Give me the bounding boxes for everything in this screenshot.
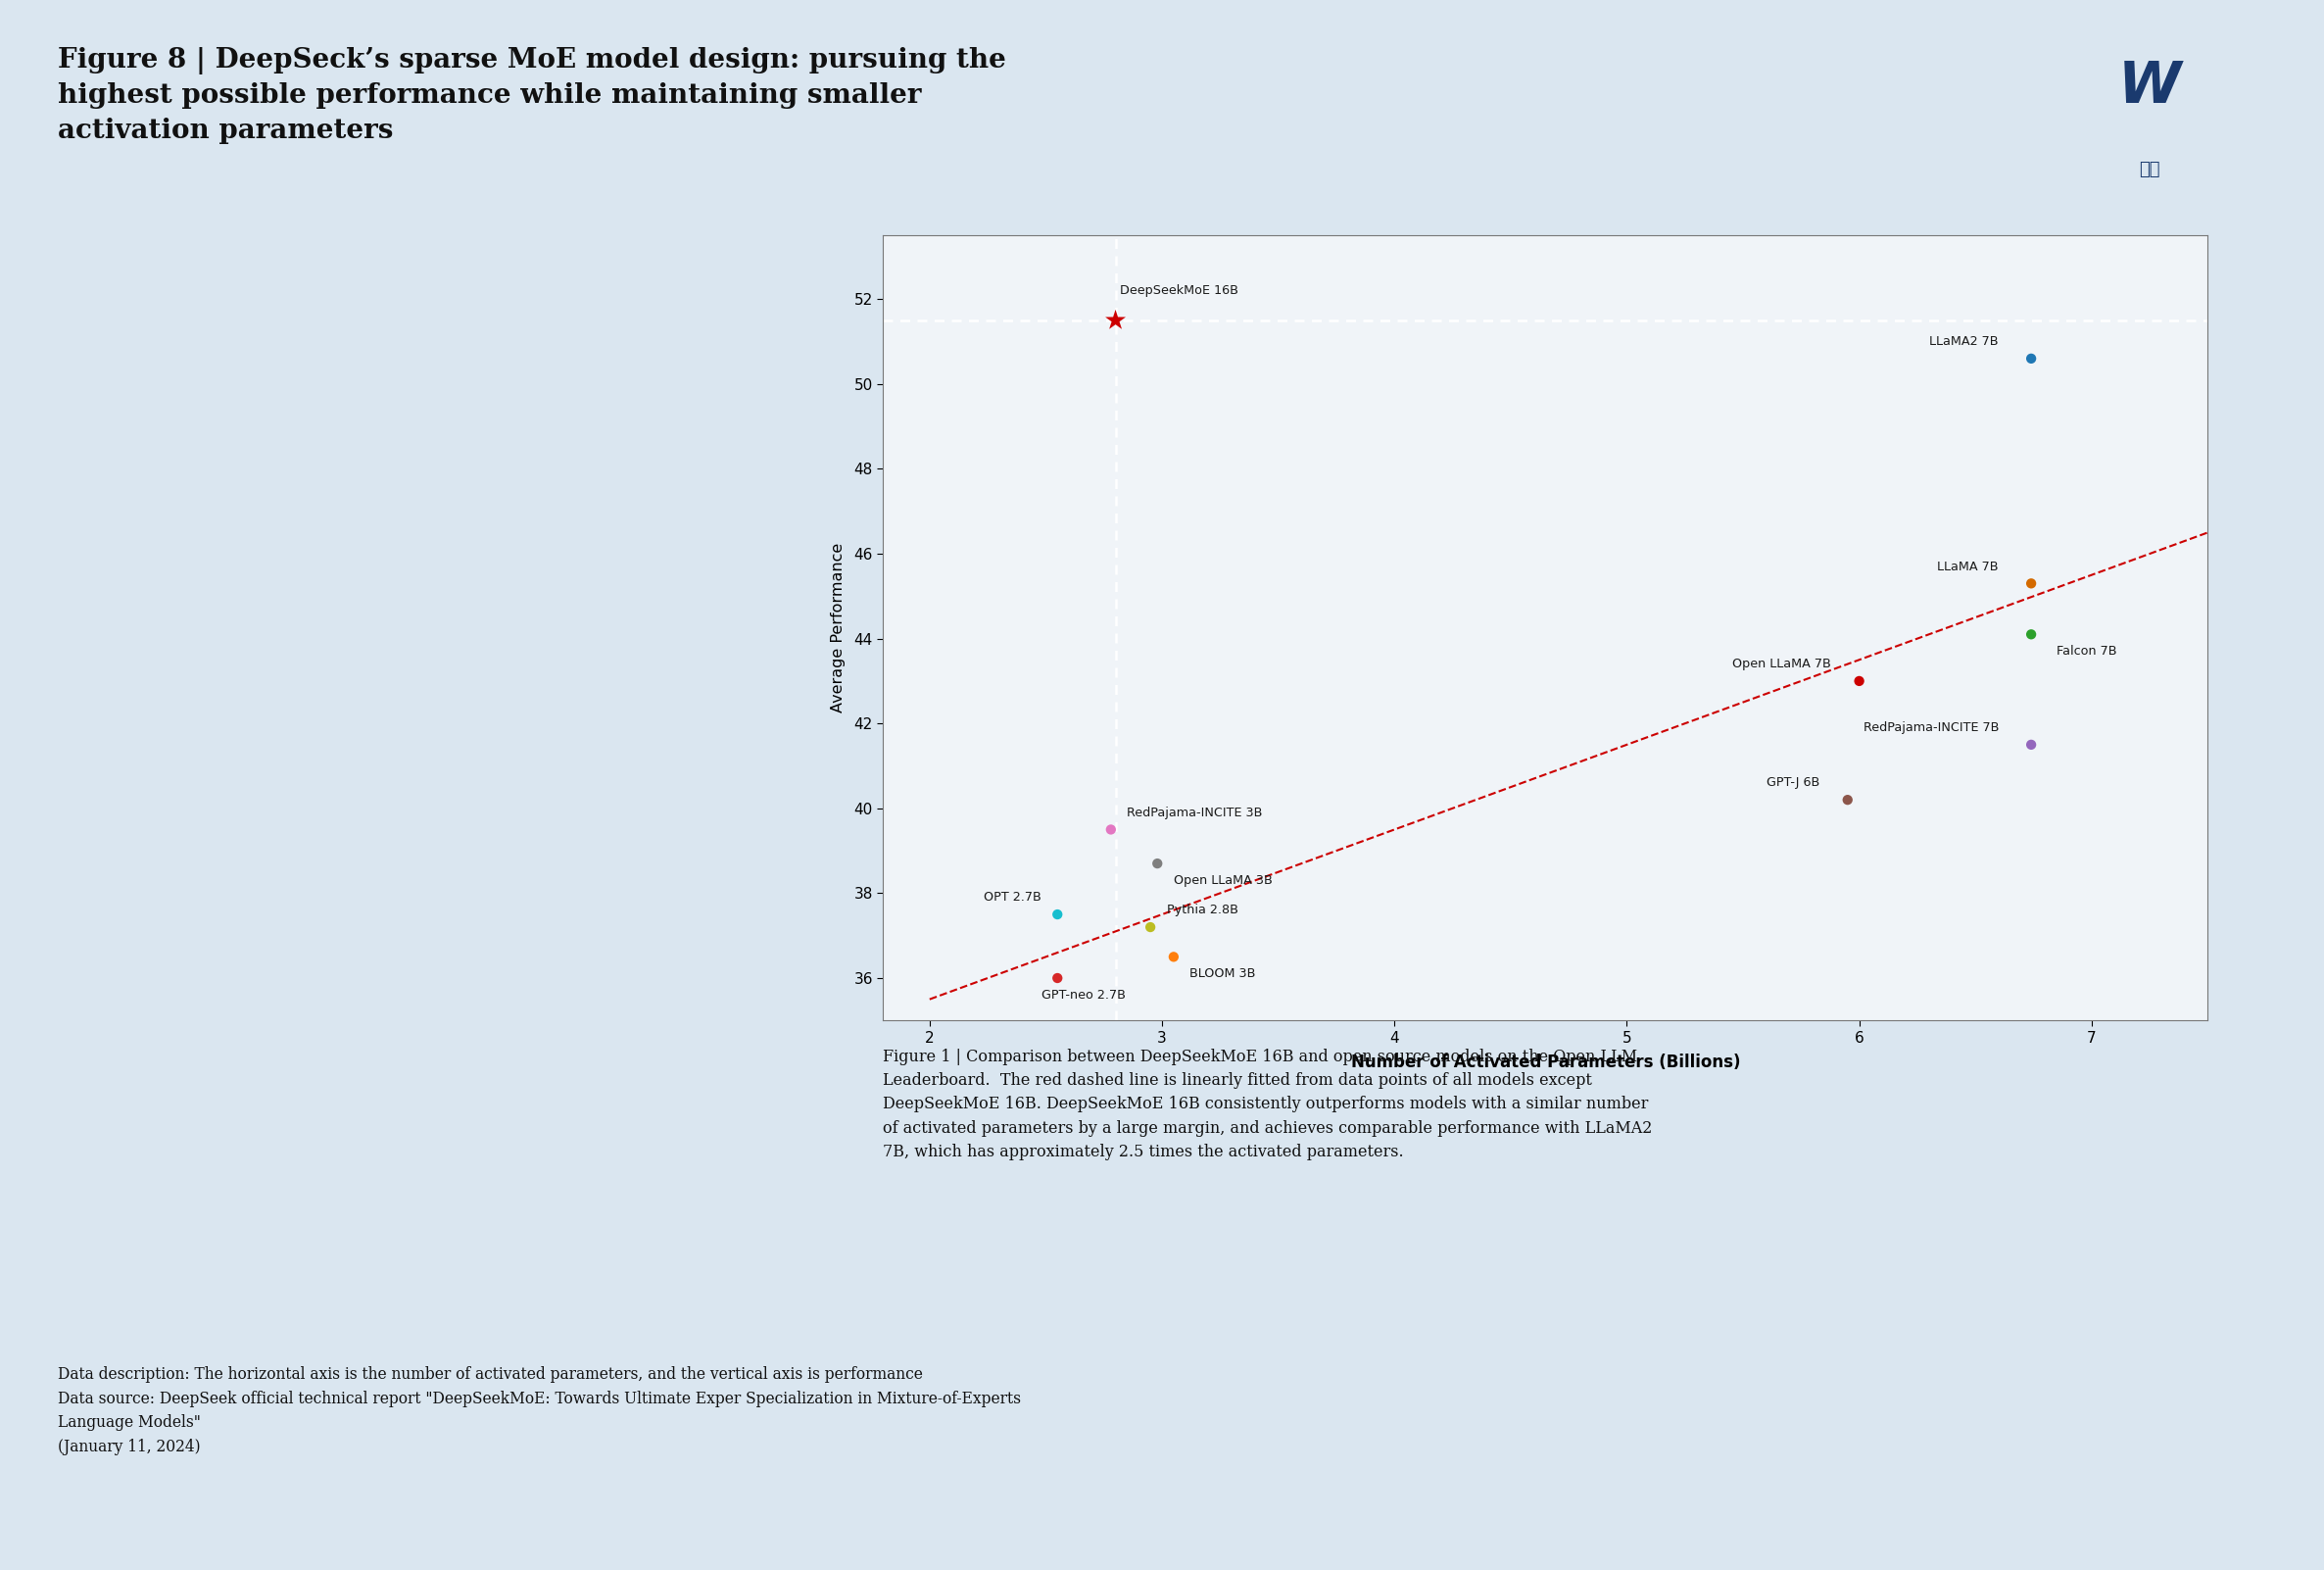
Y-axis label: Average Performance: Average Performance xyxy=(832,543,846,713)
Text: Open LLaMA 3B: Open LLaMA 3B xyxy=(1174,874,1271,887)
Point xyxy=(1092,816,1129,842)
Point xyxy=(2013,571,2050,597)
Point xyxy=(2013,622,2050,647)
Point xyxy=(1097,308,1134,333)
Text: 为达: 为达 xyxy=(2138,160,2161,179)
Text: RedPajama-INCITE 7B: RedPajama-INCITE 7B xyxy=(1864,721,1999,735)
Point xyxy=(2013,345,2050,371)
Text: BLOOM 3B: BLOOM 3B xyxy=(1190,967,1255,980)
Point xyxy=(2013,732,2050,757)
Text: W: W xyxy=(2117,58,2182,115)
Point xyxy=(1829,787,1866,812)
Point xyxy=(1841,669,1878,694)
Text: Pythia 2.8B: Pythia 2.8B xyxy=(1167,904,1239,917)
Text: DeepSeekMoE 16B: DeepSeekMoE 16B xyxy=(1120,284,1239,297)
Text: Figure 8 | DeepSeck’s sparse MoE model design: pursuing the
highest possible per: Figure 8 | DeepSeck’s sparse MoE model d… xyxy=(58,47,1006,144)
Text: GPT-J 6B: GPT-J 6B xyxy=(1766,777,1820,790)
Text: Falcon 7B: Falcon 7B xyxy=(2057,645,2117,658)
Point xyxy=(1155,944,1192,969)
Point xyxy=(1132,915,1169,940)
Text: Open LLaMA 7B: Open LLaMA 7B xyxy=(1734,658,1831,670)
Text: RedPajama-INCITE 3B: RedPajama-INCITE 3B xyxy=(1127,807,1262,820)
X-axis label: Number of Activated Parameters (Billions): Number of Activated Parameters (Billions… xyxy=(1350,1053,1741,1071)
Text: GPT-neo 2.7B: GPT-neo 2.7B xyxy=(1041,989,1125,1002)
Text: Data description: The horizontal axis is the number of activated parameters, and: Data description: The horizontal axis is… xyxy=(58,1366,1020,1455)
Point xyxy=(1039,966,1076,991)
Text: LLaMA2 7B: LLaMA2 7B xyxy=(1929,336,1999,349)
Text: LLaMA 7B: LLaMA 7B xyxy=(1938,560,1999,573)
Point xyxy=(1139,851,1176,876)
Point xyxy=(1039,901,1076,926)
Text: OPT 2.7B: OPT 2.7B xyxy=(983,892,1041,904)
Text: Figure 1 | Comparison between DeepSeekMoE 16B and open source models on the Open: Figure 1 | Comparison between DeepSeekMo… xyxy=(883,1049,1652,1160)
